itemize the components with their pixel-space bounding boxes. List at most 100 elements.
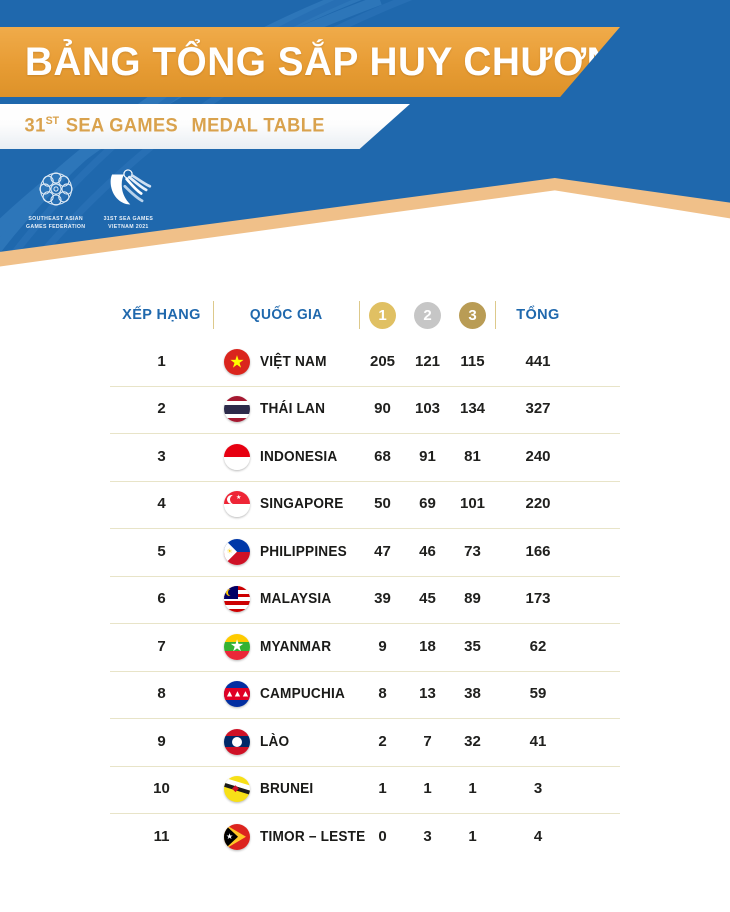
cell-rank: 6 [110, 590, 213, 608]
cell-rank: 3 [110, 448, 213, 466]
sea-games-2021-logo: 31ST SEA GAMES VIETNAM 2021 [103, 166, 153, 232]
subtitle-number: 31 [24, 115, 46, 137]
cell-bronze: 32 [450, 733, 495, 751]
sea-games-federation-logo: SOUTHEAST ASIAN GAMES FEDERATION [26, 166, 85, 232]
cell-silver: 7 [405, 733, 450, 751]
table-row: 6 MALAYSIA 39 45 89 173 [110, 575, 620, 624]
cell-total: 327 [496, 400, 580, 418]
gold-count: 50 [374, 495, 391, 513]
gold-count: 39 [374, 590, 391, 608]
column-header-rank: XẾP HẠNG [122, 307, 201, 323]
cell-country: LÀO [214, 728, 359, 755]
cell-country: MALAYSIA [214, 586, 359, 613]
cell-bronze: 73 [450, 543, 495, 561]
country-name: CAMPUCHIA [260, 686, 345, 703]
bronze-count: 35 [464, 637, 481, 655]
table-row: 10 ◆ BRUNEI 1 1 1 3 [110, 765, 620, 814]
bronze-count: 38 [464, 685, 481, 703]
total-count: 173 [525, 590, 551, 608]
gold-count: 1 [378, 780, 387, 798]
cell-rank: 8 [110, 685, 213, 703]
cell-total: 41 [496, 733, 580, 751]
games-caption-line2: VIETNAM 2021 [108, 223, 149, 230]
page-title: BẢNG TỔNG SẮP HUY CHƯƠNG [24, 39, 646, 84]
gold-count: 2 [378, 732, 387, 750]
rank-value: 8 [157, 685, 166, 703]
flag-icon [224, 586, 250, 613]
gold-count: 68 [374, 447, 391, 465]
table-row: 7 ★ MYANMAR 9 18 35 62 [110, 623, 620, 671]
gold-count: 0 [378, 827, 387, 845]
cell-gold: 39 [360, 590, 405, 608]
cell-gold: 9 [360, 638, 405, 656]
country-name: SINGAPORE [260, 496, 344, 513]
cell-gold: 2 [360, 733, 405, 751]
country-name: THÁI LAN [260, 401, 326, 418]
total-count: 4 [533, 827, 543, 845]
cell-rank: 10 [110, 780, 213, 798]
cell-bronze: 134 [450, 400, 495, 418]
subtitle-event: SEA GAMES [65, 115, 179, 137]
cell-gold: 1 [360, 780, 405, 798]
cell-silver: 69 [405, 495, 450, 513]
table-row: 8 ▲▲▲ CAMPUCHIA 8 13 38 59 [110, 670, 620, 719]
header-banner: BẢNG TỔNG SẮP HUY CHƯƠNG 31ST SEA GAMES ME… [0, 0, 730, 290]
rank-value: 2 [157, 400, 166, 418]
total-count: 441 [525, 352, 551, 370]
cell-bronze: 101 [450, 495, 495, 513]
cell-gold: 90 [360, 400, 405, 418]
country-name: LÀO [260, 733, 290, 750]
bronze-count: 89 [464, 590, 481, 608]
sao-la-emblem-icon [111, 169, 152, 205]
country-name: INDONESIA [260, 448, 338, 465]
subtitle-banner: 31ST SEA GAMES MEDAL TABLE [0, 104, 410, 149]
bronze-count: 73 [464, 542, 481, 560]
cell-total: 220 [496, 495, 580, 513]
total-count: 59 [529, 685, 547, 703]
cell-total: 166 [496, 543, 580, 561]
cell-silver: 103 [405, 400, 450, 418]
federation-caption-line2: GAMES FEDERATION [26, 223, 86, 230]
header-divider-2 [359, 301, 360, 329]
silver-count: 1 [423, 780, 432, 798]
cell-bronze: 115 [450, 353, 495, 371]
title-banner: BẢNG TỔNG SẮP HUY CHƯƠNG [0, 27, 620, 97]
bronze-count: 1 [468, 780, 477, 798]
flag-icon: ★ [224, 823, 250, 850]
rosette-icon [39, 172, 73, 206]
gold-count: 47 [374, 542, 391, 560]
cell-country: THÁI LAN [214, 396, 359, 423]
total-count: 3 [533, 780, 543, 798]
cell-silver: 18 [405, 638, 450, 656]
silver-count: 18 [419, 637, 436, 655]
total-count: 327 [525, 400, 551, 418]
cell-silver: 3 [405, 828, 450, 846]
bronze-count: 1 [468, 827, 477, 845]
silver-count: 103 [414, 400, 441, 418]
cell-bronze: 1 [450, 780, 495, 798]
gold-count: 90 [374, 400, 391, 418]
gold-count: 205 [369, 352, 396, 370]
table-header-row: XẾP HẠNG QUỐC GIA 1 2 3 TỔNG [110, 292, 620, 338]
country-name: PHILIPPINES [260, 543, 347, 560]
cell-total: 173 [496, 590, 580, 608]
cell-total: 441 [496, 353, 580, 371]
silver-count: 13 [419, 685, 436, 703]
silver-count: 7 [423, 732, 432, 750]
cell-bronze: 1 [450, 828, 495, 846]
cell-country: ☀ PHILIPPINES [214, 538, 359, 565]
total-count: 220 [525, 495, 551, 513]
cell-gold: 47 [360, 543, 405, 561]
cell-gold: 50 [360, 495, 405, 513]
total-count: 62 [529, 637, 547, 655]
cell-total: 240 [496, 448, 580, 466]
cell-country: ★ VIỆT NAM [214, 348, 359, 375]
federation-caption-line1: SOUTHEAST ASIAN [28, 216, 84, 222]
rank-value: 10 [153, 780, 170, 798]
rank-value: 11 [153, 827, 170, 845]
flag-icon [224, 728, 250, 755]
table-row: 1 ★ VIỆT NAM 205 121 115 441 [110, 338, 620, 386]
cell-country: INDONESIA [214, 443, 359, 470]
total-count: 166 [525, 542, 551, 560]
